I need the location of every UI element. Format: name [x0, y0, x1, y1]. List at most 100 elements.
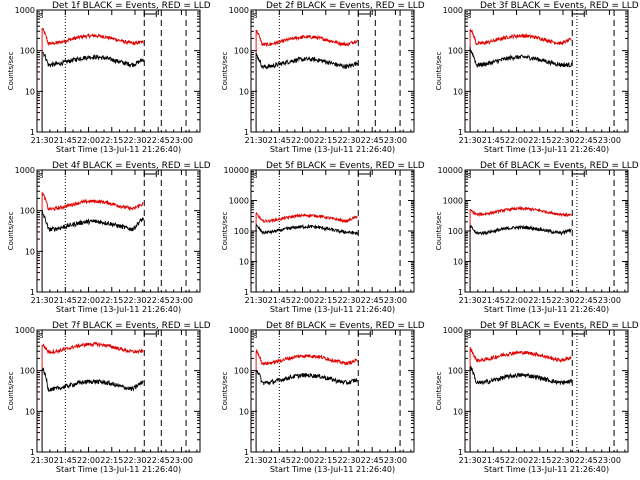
panel-title: Det 7f BLACK = Events, RED = LLD: [52, 321, 211, 331]
x-tick-label: 22:45: [361, 296, 384, 305]
events-series-line: [255, 223, 358, 289]
interval-bracket: [357, 11, 371, 17]
x-tick-label: 23:00: [384, 456, 407, 465]
y-tick-label: 10: [453, 258, 463, 267]
panel-6: Det 6f BLACK = Events, RED = LLD 1 10 100 10…: [435, 161, 639, 314]
x-tick-label: 21:30: [459, 296, 482, 305]
x-tick-label: 22:00: [291, 456, 314, 465]
x-tick-label: 22:00: [77, 456, 100, 465]
y-tick-label: 100: [234, 367, 249, 376]
panel-title: Det 9f BLACK = Events, RED = LLD: [480, 321, 639, 331]
lld-series-line: [41, 27, 144, 128]
x-tick-label: 22:45: [575, 456, 598, 465]
x-tick-label: 23:00: [598, 296, 621, 305]
x-tick-label: 22:15: [528, 296, 551, 305]
x-tick-label: 22:00: [77, 136, 100, 145]
panel-3: Det 3f BLACK = Events, RED = LLD 1 10 100 10…: [435, 1, 639, 154]
lld-series-line: [41, 191, 144, 288]
x-tick-label: 22:30: [337, 136, 360, 145]
y-tick-label: 1: [244, 288, 249, 297]
x-tick-label: 22:30: [123, 136, 146, 145]
y-tick-label: 1: [458, 128, 463, 137]
x-tick-label: 21:45: [268, 456, 291, 465]
x-tick-label: 22:15: [314, 136, 337, 145]
x-tick-label: 22:30: [123, 296, 146, 305]
interval-bracket: [357, 331, 371, 337]
x-tick-label: 22:45: [147, 456, 170, 465]
x-tick-label: 22:00: [77, 296, 100, 305]
x-tick-label: 23:00: [384, 136, 407, 145]
x-axis-label: Start Time (13-Jul-11 21:26:40): [484, 145, 609, 154]
plot-frame: [36, 9, 201, 133]
y-tick-label: 1: [30, 288, 35, 297]
interval-bracket: [571, 331, 585, 337]
panel-title: Det 6f BLACK = Events, RED = LLD: [480, 161, 639, 171]
x-tick-label: 22:00: [505, 456, 528, 465]
x-tick-label: 21:45: [54, 296, 77, 305]
y-tick-label: 1000: [229, 197, 249, 206]
x-tick-label: 23:00: [170, 456, 193, 465]
y-tick-label: 100: [448, 47, 463, 56]
x-tick-label: 23:00: [170, 296, 193, 305]
y-axis-label: Counts/sec: [221, 52, 229, 91]
x-tick-label: 21:45: [54, 456, 77, 465]
x-tick-label: 21:45: [268, 136, 291, 145]
y-axis-label: Counts/sec: [221, 372, 229, 411]
x-tick-label: 21:30: [31, 296, 54, 305]
y-axis-label: Counts/sec: [7, 372, 15, 411]
x-tick-label: 22:30: [551, 296, 574, 305]
panel-7: Det 7f BLACK = Events, RED = LLD 1 10 100 10…: [7, 321, 211, 474]
y-tick-label: 1000: [15, 326, 35, 335]
x-axis-label: Start Time (13-Jul-11 21:26:40): [484, 465, 609, 474]
y-tick-label: 1000: [229, 6, 249, 15]
panel-1: Det 1f BLACK = Events, RED = LLD 1 10 100 10…: [7, 1, 211, 154]
x-tick-label: 23:00: [598, 456, 621, 465]
x-tick-label: 22:00: [505, 296, 528, 305]
x-tick-label: 23:00: [170, 136, 193, 145]
y-tick-label: 10: [239, 407, 249, 416]
panel-title: Det 1f BLACK = Events, RED = LLD: [52, 1, 211, 11]
x-axis-label: Start Time (13-Jul-11 21:26:40): [56, 145, 181, 154]
plot-frame: [36, 169, 201, 293]
y-tick-label: 1000: [15, 166, 35, 175]
panel-title: Det 3f BLACK = Events, RED = LLD: [480, 1, 639, 11]
x-tick-label: 23:00: [384, 296, 407, 305]
start-marker: S: [253, 12, 258, 20]
y-tick-label: 100: [234, 47, 249, 56]
x-tick-label: 21:45: [482, 456, 505, 465]
x-tick-label: 22:15: [314, 296, 337, 305]
events-series-line: [255, 370, 358, 448]
start-marker: S: [39, 332, 44, 340]
y-axis-label: Counts/sec: [7, 52, 15, 91]
x-tick-label: 21:30: [459, 456, 482, 465]
x-tick-label: 22:15: [528, 456, 551, 465]
y-tick-label: 1: [244, 448, 249, 457]
events-series-line: [41, 209, 144, 288]
x-tick-label: 22:00: [505, 136, 528, 145]
y-tick-label: 100: [20, 47, 35, 56]
x-tick-label: 22:15: [100, 296, 123, 305]
y-tick-label: 10: [239, 87, 249, 96]
x-tick-label: 23:00: [598, 136, 621, 145]
start-marker: S: [39, 12, 44, 20]
panel-2: Det 2f BLACK = Events, RED = LLD 1 10 100 10…: [221, 1, 425, 154]
y-tick-label: 100: [448, 227, 463, 236]
y-axis-label: Counts/sec: [221, 212, 229, 251]
events-series-line: [469, 224, 572, 289]
x-axis-label: Start Time (13-Jul-11 21:26:40): [484, 305, 609, 314]
events-series-line: [469, 47, 572, 128]
y-axis-label: Counts/sec: [7, 212, 15, 251]
y-tick-label: 1000: [15, 6, 35, 15]
panel-5: Det 5f BLACK = Events, RED = LLD 1 10 100 10…: [221, 161, 425, 314]
x-tick-label: 21:30: [31, 136, 54, 145]
y-tick-label: 10: [239, 258, 249, 267]
interval-bracket: [571, 11, 585, 17]
plot-frame: [464, 9, 629, 133]
lld-series-line: [469, 346, 572, 448]
lld-series-line: [255, 348, 358, 448]
start-marker: S: [467, 172, 472, 180]
start-marker: S: [253, 172, 258, 180]
y-tick-label: 100: [20, 367, 35, 376]
x-tick-label: 22:30: [123, 456, 146, 465]
